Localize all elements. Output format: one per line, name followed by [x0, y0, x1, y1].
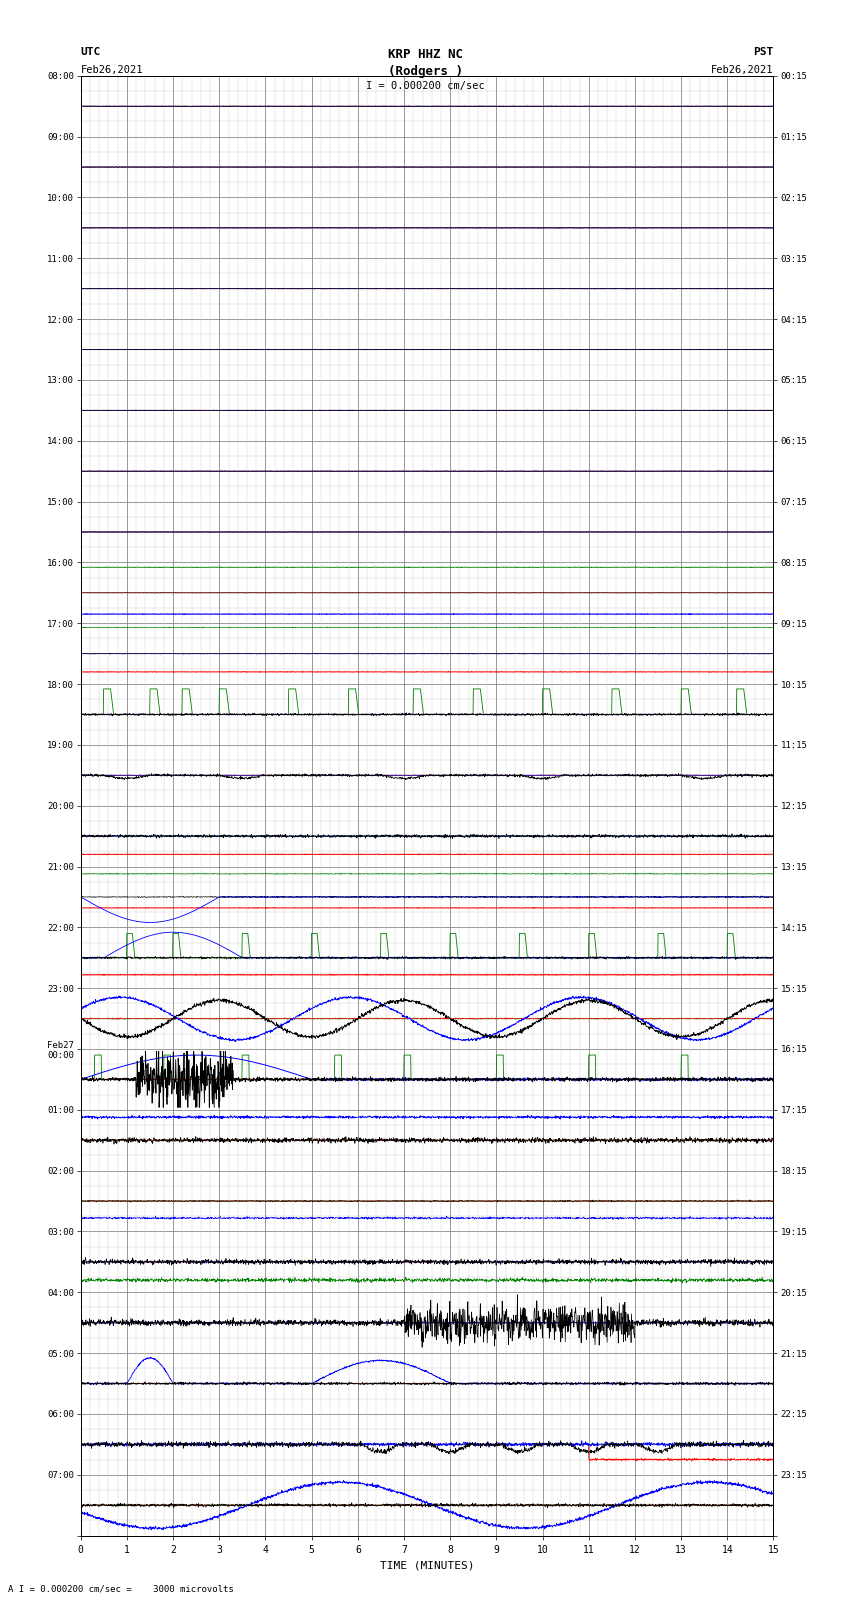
Text: Feb26,2021: Feb26,2021	[711, 65, 774, 74]
Text: Feb26,2021: Feb26,2021	[81, 65, 144, 74]
Text: (Rodgers ): (Rodgers )	[388, 65, 462, 77]
Text: I = 0.000200 cm/sec: I = 0.000200 cm/sec	[366, 81, 484, 90]
X-axis label: TIME (MINUTES): TIME (MINUTES)	[380, 1560, 474, 1569]
Text: PST: PST	[753, 47, 774, 56]
Text: UTC: UTC	[81, 47, 101, 56]
Text: KRP HHZ NC: KRP HHZ NC	[388, 48, 462, 61]
Text: A I = 0.000200 cm/sec =    3000 microvolts: A I = 0.000200 cm/sec = 3000 microvolts	[8, 1584, 235, 1594]
